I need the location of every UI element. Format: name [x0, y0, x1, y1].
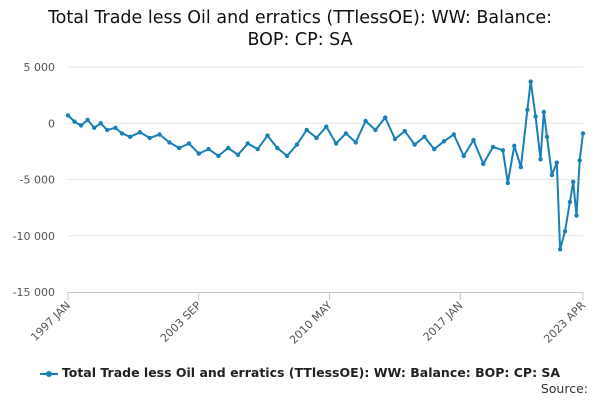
- data-point: [505, 180, 510, 186]
- data-point: [353, 140, 358, 145]
- y-tick-label: -15 000: [13, 286, 55, 299]
- data-point: [580, 131, 586, 136]
- data-point: [226, 145, 231, 151]
- data-point: [525, 107, 530, 113]
- data-point: [554, 160, 559, 165]
- data-point: [441, 139, 447, 144]
- data-point: [518, 164, 524, 170]
- data-point: [113, 125, 118, 130]
- data-point: [186, 141, 192, 146]
- legend-swatch-dot: [45, 370, 52, 377]
- data-point: [557, 247, 563, 252]
- legend-swatch: [39, 369, 58, 379]
- data-point: [265, 133, 270, 138]
- data-point: [196, 151, 201, 156]
- data-point: [137, 130, 143, 135]
- data-point: [402, 128, 407, 134]
- chart-title: Total Trade less Oil and erratics (TTles…: [0, 7, 600, 51]
- data-point: [562, 229, 568, 234]
- data-point: [422, 134, 427, 139]
- data-point: [167, 140, 172, 145]
- data-point: [314, 135, 319, 141]
- data-point: [343, 131, 349, 136]
- data-point: [412, 142, 417, 147]
- x-tick-label: 2010 MAY: [287, 299, 335, 347]
- y-tick-label: 5 000: [24, 61, 56, 74]
- data-point: [72, 119, 77, 124]
- data-point: [373, 127, 378, 133]
- data-point: [275, 145, 280, 151]
- data-point: [577, 158, 582, 163]
- gridlines: [68, 66, 583, 237]
- y-tick-label: -10 000: [13, 230, 55, 243]
- data-point: [461, 153, 466, 159]
- series-group: [65, 79, 586, 252]
- data-point: [216, 153, 221, 159]
- source-label: Source:: [540, 381, 588, 396]
- y-axis-tick-labels: 5 000 0 -5 000 -10 000 -15 000: [13, 61, 55, 299]
- data-point: [549, 172, 555, 178]
- data-point: [574, 213, 579, 218]
- data-point: [481, 161, 486, 166]
- data-point: [98, 121, 103, 126]
- data-point: [451, 132, 456, 137]
- legend-label: Total Trade less Oil and erratics (TTles…: [61, 365, 561, 380]
- data-point: [333, 141, 339, 146]
- data-point: [533, 114, 538, 119]
- legend[interactable]: Total Trade less Oil and erratics (TTles…: [0, 365, 600, 380]
- data-point: [324, 124, 329, 129]
- data-point: [119, 131, 125, 136]
- y-tick-label: -5 000: [20, 174, 55, 187]
- data-point: [284, 153, 290, 159]
- chart-title-line-2: BOP: CP: SA: [247, 30, 353, 50]
- x-tick-label: 2017 JAN: [421, 299, 466, 344]
- data-point: [177, 145, 182, 151]
- data-point: [528, 79, 533, 84]
- data-point: [294, 142, 300, 147]
- data-point: [500, 148, 506, 153]
- data-point: [571, 179, 576, 184]
- data-point: [235, 152, 241, 157]
- data-point: [304, 127, 309, 133]
- data-point: [147, 135, 152, 141]
- data-point: [567, 199, 573, 205]
- data-point: [65, 113, 71, 118]
- series-line: [67, 80, 584, 251]
- x-tick-label: 2023 APR: [541, 299, 588, 346]
- data-point: [363, 118, 368, 124]
- chart-title-line-1: Total Trade less Oil and erratics (TTles…: [47, 8, 553, 28]
- data-point: [206, 146, 211, 152]
- data-point: [544, 134, 550, 139]
- x-tick-label: 2003 SEP: [158, 299, 204, 345]
- x-tick-label: 1997 JAN: [28, 299, 73, 344]
- data-point: [105, 127, 110, 133]
- data-point: [255, 146, 260, 152]
- data-point: [78, 123, 84, 128]
- data-point: [127, 134, 133, 139]
- data-point: [538, 157, 543, 162]
- x-axis-tick-labels: 1997 JAN 2003 SEP 2010 MAY 2017 JAN 2023 APR: [28, 292, 588, 347]
- data-point: [85, 117, 90, 123]
- data-point: [157, 132, 162, 137]
- data-point: [92, 125, 97, 130]
- data-point: [432, 146, 437, 152]
- data-point: [245, 141, 250, 146]
- y-tick-label: 0: [48, 117, 55, 130]
- data-point: [383, 115, 388, 120]
- data-point: [392, 136, 398, 142]
- data-point: [490, 144, 496, 150]
- data-point: [471, 137, 476, 143]
- data-point: [541, 109, 546, 115]
- data-point: [512, 143, 517, 148]
